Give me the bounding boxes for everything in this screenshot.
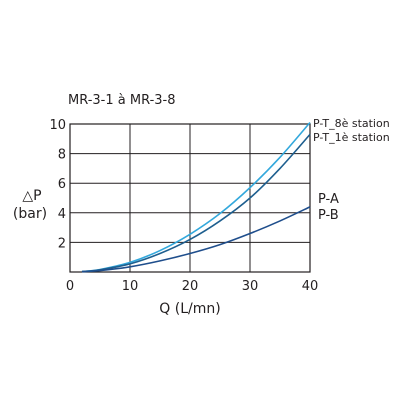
y-axis-label-delta-p: △P bbox=[22, 188, 41, 204]
x-tick-label: 40 bbox=[302, 279, 319, 294]
series-line-3 bbox=[82, 207, 310, 272]
curve-label-1: P-T_1è station bbox=[313, 131, 390, 144]
curve-label-0: P-T_8è station bbox=[313, 117, 390, 130]
plot-frame bbox=[69, 123, 311, 273]
y-tick-label: 6 bbox=[58, 177, 66, 192]
x-tick-label: 30 bbox=[242, 279, 259, 294]
data-series bbox=[81, 121, 311, 273]
curve-label-3: P-B bbox=[318, 208, 339, 223]
chart-title: MR-3-1 à MR-3-8 bbox=[68, 93, 176, 108]
x-tick-label: 10 bbox=[122, 279, 139, 294]
y-tick-label: 8 bbox=[58, 148, 66, 163]
y-tick-label: 4 bbox=[58, 207, 66, 222]
series-line-1 bbox=[81, 133, 311, 273]
grid-lines bbox=[70, 124, 310, 272]
series-line-0 bbox=[81, 121, 311, 273]
series-line-2 bbox=[81, 206, 311, 273]
y-tick-label: 10 bbox=[49, 118, 66, 133]
y-axis-label-unit: (bar) bbox=[13, 206, 47, 222]
x-axis-label: Q (L/mn) bbox=[159, 301, 220, 317]
tick-labels: 0 10 20 30 40 2 4 6 8 10 bbox=[49, 118, 318, 294]
y-tick-label: 2 bbox=[58, 236, 66, 251]
x-tick-label: 20 bbox=[182, 279, 199, 294]
x-tick-label: 0 bbox=[66, 279, 74, 294]
curve-label-2: P-A bbox=[318, 192, 339, 207]
